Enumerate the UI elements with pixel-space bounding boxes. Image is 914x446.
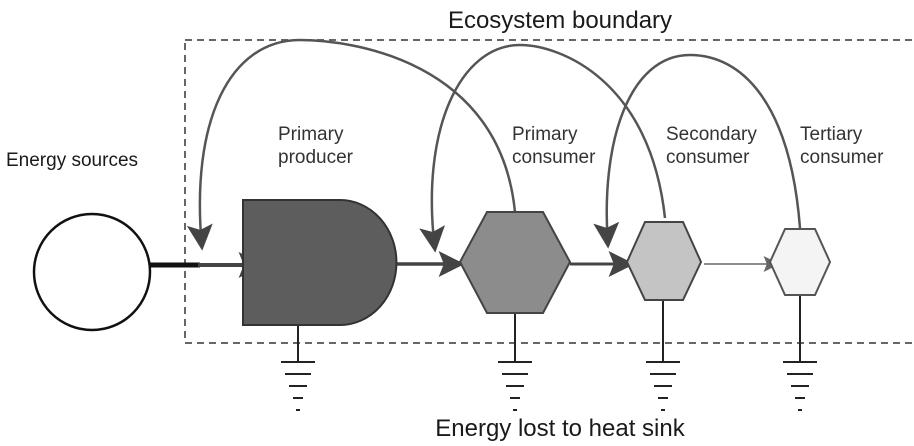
footer: Energy lost to heat sink bbox=[435, 415, 685, 442]
node-label: consumer bbox=[800, 147, 884, 168]
source-label: Energy sources bbox=[6, 150, 138, 171]
node-label: Secondary bbox=[666, 124, 757, 145]
primary-producer bbox=[242, 199, 398, 326]
node-label: Tertiary bbox=[800, 124, 863, 145]
tertiary-consumer bbox=[768, 228, 832, 296]
title: Ecosystem boundary bbox=[448, 7, 672, 34]
energy-source bbox=[32, 212, 152, 332]
feedback-arrow bbox=[419, 43, 667, 253]
node-label: Primary bbox=[512, 124, 578, 145]
feedback-arrow bbox=[593, 53, 802, 249]
secondary-consumer bbox=[625, 221, 703, 301]
ecosystem-boundary bbox=[184, 39, 914, 344]
node-label: consumer bbox=[512, 147, 596, 168]
node-label: Primary bbox=[278, 124, 344, 145]
feedback-arrow bbox=[186, 38, 517, 251]
primary-consumer bbox=[458, 211, 572, 314]
node-label: consumer bbox=[666, 147, 750, 168]
node-label: producer bbox=[278, 147, 354, 168]
